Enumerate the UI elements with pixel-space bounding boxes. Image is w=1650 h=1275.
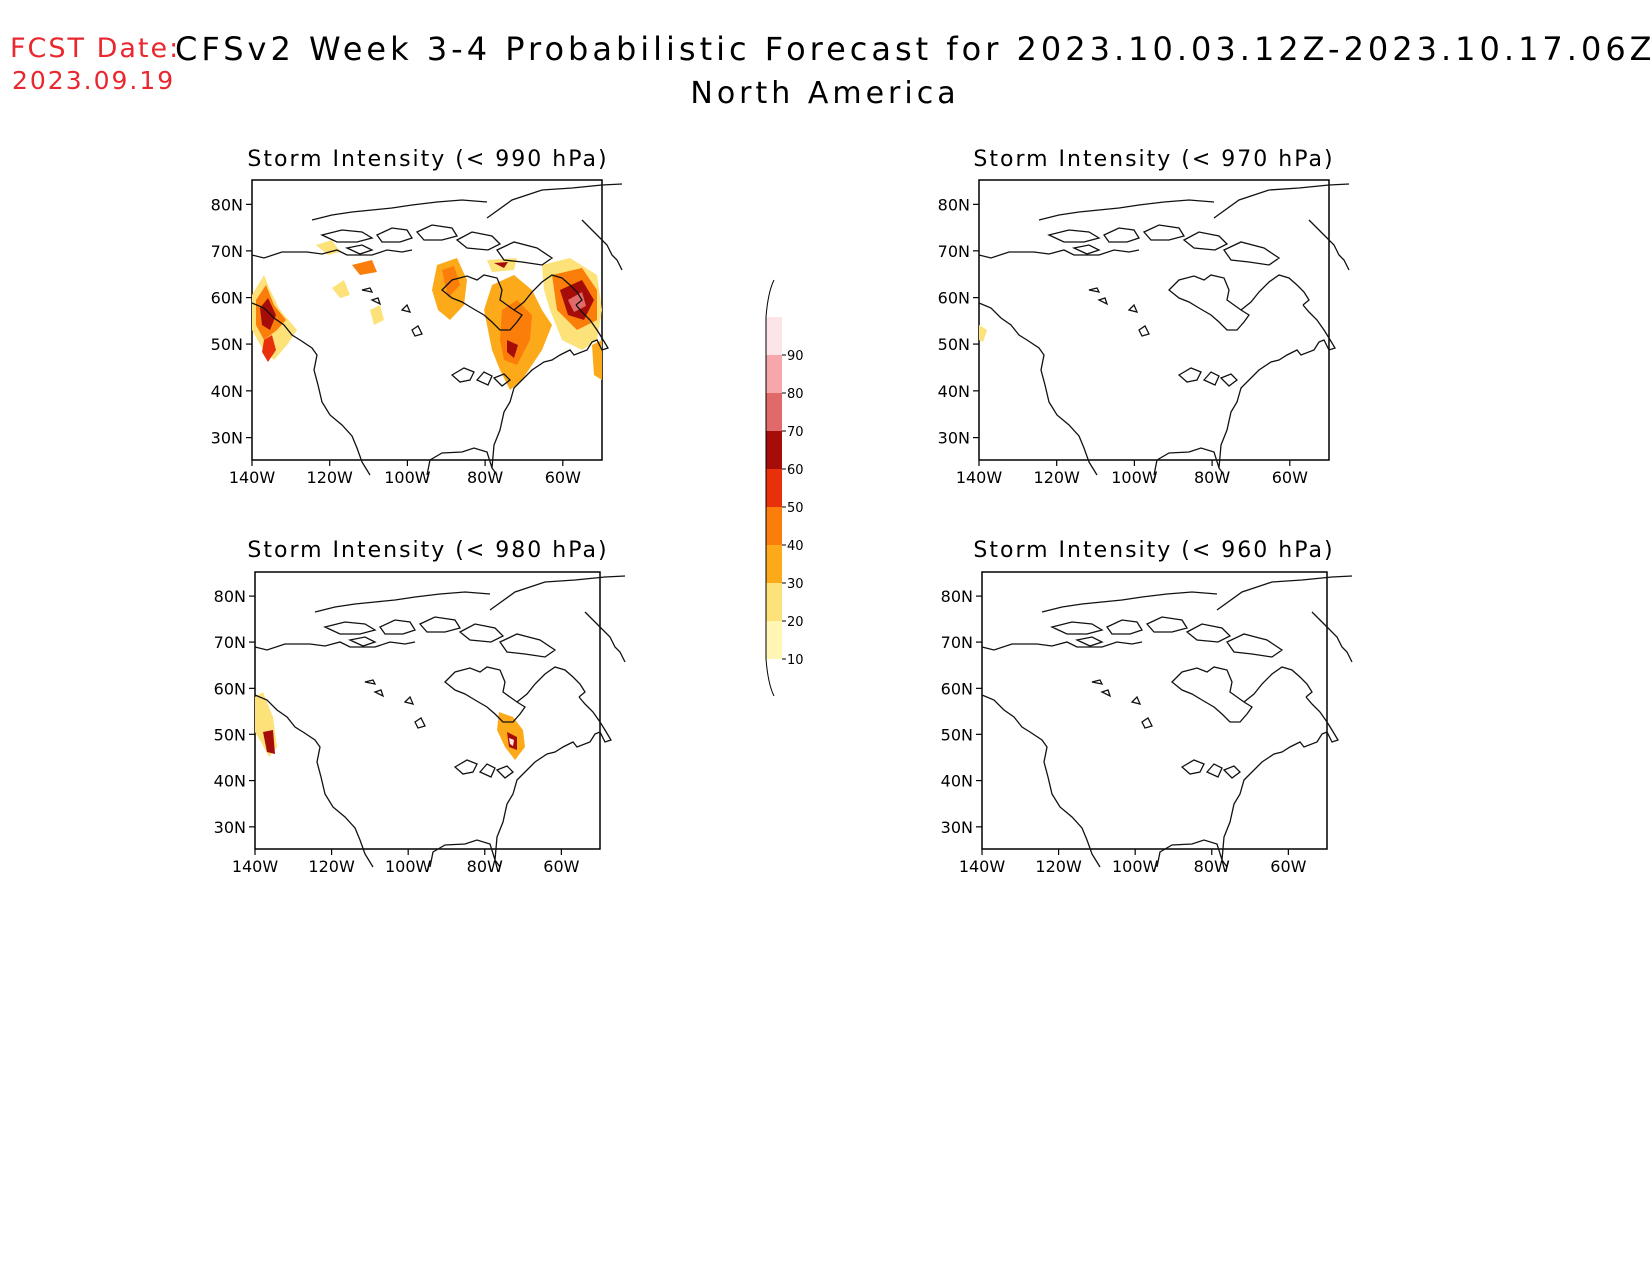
colorbar-label: 20 xyxy=(787,615,804,630)
lon-tick-label: 80W xyxy=(467,468,503,487)
lon-tick-label: 100W xyxy=(1112,857,1159,876)
lat-tick-label: 40N xyxy=(211,382,243,401)
panel-title-960: Storm Intensity (< 960 hPa) xyxy=(973,538,1334,563)
lat-tick-label: 50N xyxy=(941,725,973,744)
lat-tick-label: 50N xyxy=(211,335,243,354)
colorbar-segment xyxy=(766,317,782,355)
panel-960hpa: Storm Intensity (< 960 hPa) xyxy=(973,538,1353,868)
lon-tick-label: 120W xyxy=(308,857,355,876)
lat-tick-label: 30N xyxy=(214,818,246,837)
map-980 xyxy=(254,571,626,868)
lon-tick-label: 60W xyxy=(543,857,579,876)
colorbar-label: 90 xyxy=(787,349,804,364)
lon-tick-label: 120W xyxy=(307,468,354,487)
lon-tick-label: 80W xyxy=(1194,857,1230,876)
lon-tick-label: 120W xyxy=(1034,468,1081,487)
lon-tick-label: 140W xyxy=(232,857,279,876)
colorbar: 10 20 30 40 50 60 70 80 90 xyxy=(765,279,804,697)
lat-tick-label: 70N xyxy=(214,633,246,652)
colorbar-segment xyxy=(766,355,782,393)
lon-tick-label: 140W xyxy=(229,468,276,487)
lat-tick-label: 30N xyxy=(938,429,970,448)
lat-tick-label: 60N xyxy=(214,679,246,698)
colorbar-segment xyxy=(766,507,782,545)
lon-tick-label: 80W xyxy=(1194,468,1230,487)
map-970 xyxy=(978,179,1350,476)
panel-990hpa: Storm Intensity (< 990 hPa) xyxy=(247,147,623,476)
axis-labels-960: 80N 70N 60N 50N 40N 30N 140W 120W 100W 80W 60W xyxy=(941,587,1307,876)
lat-tick-label: 80N xyxy=(938,195,970,214)
page-title: CFSv2 Week 3-4 Probabilistic Forecast fo… xyxy=(175,30,1650,68)
map-960 xyxy=(981,571,1353,868)
colorbar-segment xyxy=(766,393,782,431)
lon-tick-label: 100W xyxy=(384,468,431,487)
colorbar-top-cap xyxy=(765,279,775,318)
fcst-date-label: FCST Date: xyxy=(10,33,181,64)
lat-tick-label: 80N xyxy=(214,587,246,606)
colorbar-label: 70 xyxy=(787,425,804,440)
panel-970hpa: Storm Intensity (< 970 hPa) xyxy=(973,147,1350,476)
lat-tick-label: 40N xyxy=(938,382,970,401)
panel-980hpa: Storm Intensity (< 980 hPa) xyxy=(247,538,626,868)
lat-tick-label: 30N xyxy=(211,429,243,448)
colorbar-label: 40 xyxy=(787,539,804,554)
panel-title-970: Storm Intensity (< 970 hPa) xyxy=(973,147,1334,172)
colorbar-segment xyxy=(766,431,782,469)
lat-tick-label: 70N xyxy=(211,242,243,261)
lon-tick-label: 140W xyxy=(956,468,1003,487)
lat-tick-label: 50N xyxy=(214,725,246,744)
lat-tick-label: 60N xyxy=(211,289,243,308)
lon-tick-label: 60W xyxy=(545,468,581,487)
lon-tick-label: 80W xyxy=(467,857,503,876)
lat-tick-label: 30N xyxy=(941,818,973,837)
panel-title-990: Storm Intensity (< 990 hPa) xyxy=(247,147,608,172)
colorbar-label: 30 xyxy=(787,577,804,592)
colorbar-segment xyxy=(766,621,782,659)
lat-tick-label: 70N xyxy=(938,242,970,261)
page-subtitle: North America xyxy=(690,76,960,111)
lon-tick-label: 140W xyxy=(959,857,1006,876)
colorbar-label: 10 xyxy=(787,653,804,668)
axis-labels-980: 80N 70N 60N 50N 40N 30N 140W 120W 100W 80W 60W xyxy=(214,587,580,876)
colorbar-label: 50 xyxy=(787,501,804,516)
colorbar-label: 80 xyxy=(787,387,804,402)
probability-shading-970 xyxy=(979,325,987,342)
lon-tick-label: 60W xyxy=(1272,468,1308,487)
lat-tick-label: 40N xyxy=(214,772,246,791)
probability-shading-980 xyxy=(255,692,525,760)
lon-tick-label: 100W xyxy=(385,857,432,876)
lat-tick-label: 80N xyxy=(941,587,973,606)
axis-labels-990: 80N 70N 60N 50N 40N 30N 140W 120W 100W 80W 60W xyxy=(211,195,581,487)
map-990 xyxy=(251,179,623,476)
axis-labels-970: 80N 70N 60N 50N 40N 30N 140W 120W 100W 80W 60W xyxy=(938,195,1308,487)
lon-tick-label: 120W xyxy=(1035,857,1082,876)
colorbar-segment xyxy=(766,583,782,621)
lat-tick-label: 70N xyxy=(941,633,973,652)
lat-tick-label: 80N xyxy=(211,195,243,214)
probability-shading-990 xyxy=(252,240,602,390)
panel-title-980: Storm Intensity (< 980 hPa) xyxy=(247,538,608,563)
lat-tick-label: 40N xyxy=(941,772,973,791)
colorbar-label: 60 xyxy=(787,463,804,478)
lon-tick-label: 60W xyxy=(1270,857,1306,876)
lat-tick-label: 50N xyxy=(938,335,970,354)
lat-tick-label: 60N xyxy=(938,289,970,308)
lon-tick-label: 100W xyxy=(1111,468,1158,487)
lat-tick-label: 60N xyxy=(941,679,973,698)
colorbar-bottom-cap xyxy=(765,658,775,697)
colorbar-segment xyxy=(766,469,782,507)
fcst-date-value: 2023.09.19 xyxy=(12,66,176,95)
colorbar-segment xyxy=(766,545,782,583)
